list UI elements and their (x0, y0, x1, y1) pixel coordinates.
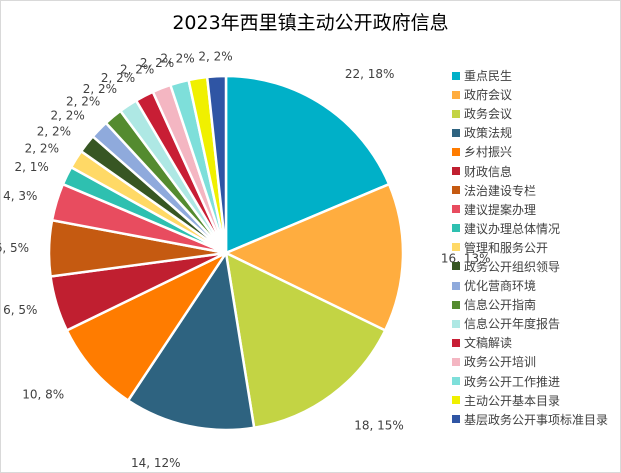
legend-item: 建议提案办理 (452, 200, 608, 219)
legend-item: 政务公开组织领导 (452, 257, 608, 276)
legend-item: 法治建设专栏 (452, 181, 608, 200)
data-label: 10, 8% (22, 388, 64, 402)
legend-swatch (452, 281, 460, 290)
data-label: 14, 12% (131, 456, 181, 470)
legend-swatch (452, 167, 460, 176)
legend-swatch (452, 377, 460, 386)
pie-slice (224, 250, 387, 430)
legend-item: 重点民生 (452, 66, 608, 85)
data-label: 2, 2% (51, 109, 85, 123)
legend-swatch (452, 338, 460, 347)
legend-item: 信息公开年度报告 (452, 314, 608, 333)
legend-label: 管理和服务公开 (464, 240, 549, 255)
legend-swatch (452, 128, 460, 137)
legend-swatch (452, 71, 460, 80)
legend-swatch (452, 224, 460, 233)
legend-label: 政务公开组织领导 (464, 259, 561, 274)
legend-label: 建议办理总体情况 (464, 221, 561, 236)
legend-item: 基层政务公开事项标准目录 (452, 410, 608, 429)
data-label: 2, 2% (25, 142, 59, 156)
legend-label: 乡村振兴 (464, 145, 513, 160)
chart-title: 2023年西里镇主动公开政府信息 (172, 12, 449, 34)
legend-item: 主动公开基本目录 (452, 391, 608, 410)
legend-label: 重点民生 (464, 69, 513, 84)
legend-swatch (452, 186, 460, 195)
legend-item: 文稿解读 (452, 333, 608, 352)
legend-label: 政务公开工作推进 (464, 374, 561, 389)
data-label: 2, 1% (15, 160, 49, 174)
data-label: 2, 2% (83, 82, 117, 96)
legend-swatch (452, 109, 460, 118)
pie-slice (126, 249, 256, 432)
legend-item: 政务会议 (452, 104, 608, 123)
legend-swatch (452, 319, 460, 328)
legend-swatch (452, 262, 460, 271)
legend-label: 政策法规 (464, 126, 513, 141)
data-label: 6, 5% (3, 303, 37, 317)
pie-slice (205, 74, 228, 254)
data-label: 4, 3% (3, 189, 37, 203)
pie-slice (224, 74, 391, 255)
data-label: 2, 2% (101, 71, 135, 85)
legend-item: 财政信息 (452, 161, 608, 180)
data-label: 2, 2% (198, 49, 232, 63)
legend-swatch (452, 147, 460, 156)
legend-item: 乡村振兴 (452, 142, 608, 161)
legend-item: 政务公开工作推进 (452, 372, 608, 391)
data-label: 18, 15% (354, 419, 404, 433)
data-label: 22, 18% (345, 67, 395, 81)
legend-label: 财政信息 (464, 164, 513, 179)
legend-swatch (452, 243, 460, 252)
data-label: 2, 2% (66, 94, 100, 108)
legend-label: 政务会议 (464, 107, 513, 122)
legend-label: 法治建设专栏 (464, 183, 537, 198)
legend-label: 政务公开培训 (464, 355, 537, 370)
legend-label: 建议提案办理 (464, 202, 537, 217)
legend-swatch (452, 396, 460, 405)
data-label: 6, 5% (0, 241, 29, 255)
legend-item: 信息公开指南 (452, 295, 608, 314)
pie-slice (65, 249, 230, 403)
legend-item: 优化营商环境 (452, 276, 608, 295)
legend-swatch (452, 357, 460, 366)
legend-swatch (452, 300, 460, 309)
data-label: 2, 2% (140, 56, 174, 70)
legend-item: 建议办理总体情况 (452, 219, 608, 238)
legend: 重点民生政府会议政务会议政策法规乡村振兴财政信息法治建设专栏 建议提案办理建议办理… (452, 66, 608, 429)
legend-label: 主动公开基本目录 (464, 393, 561, 408)
legend-item: 管理和服务公开 (452, 238, 608, 257)
legend-item: 政府会议 (452, 85, 608, 104)
legend-swatch (452, 205, 460, 214)
legend-label: 基层政务公开事项标准目录 (464, 412, 609, 427)
legend-label: 信息公开指南 (464, 298, 537, 313)
data-label: 2, 2% (37, 124, 71, 138)
legend-label: 优化营商环境 (464, 279, 537, 294)
legend-item: 政策法规 (452, 123, 608, 142)
legend-label: 信息公开年度报告 (464, 317, 561, 332)
legend-label: 政府会议 (464, 88, 513, 103)
data-label: 2, 2% (160, 52, 194, 66)
pie-slice (222, 182, 405, 333)
legend-item: 政务公开培训 (452, 352, 608, 371)
legend-label: 文稿解读 (464, 336, 513, 351)
legend-swatch (452, 90, 460, 99)
data-label: 16, 13% (441, 252, 491, 266)
data-label: 2, 2% (120, 63, 154, 77)
legend-swatch (452, 415, 460, 424)
